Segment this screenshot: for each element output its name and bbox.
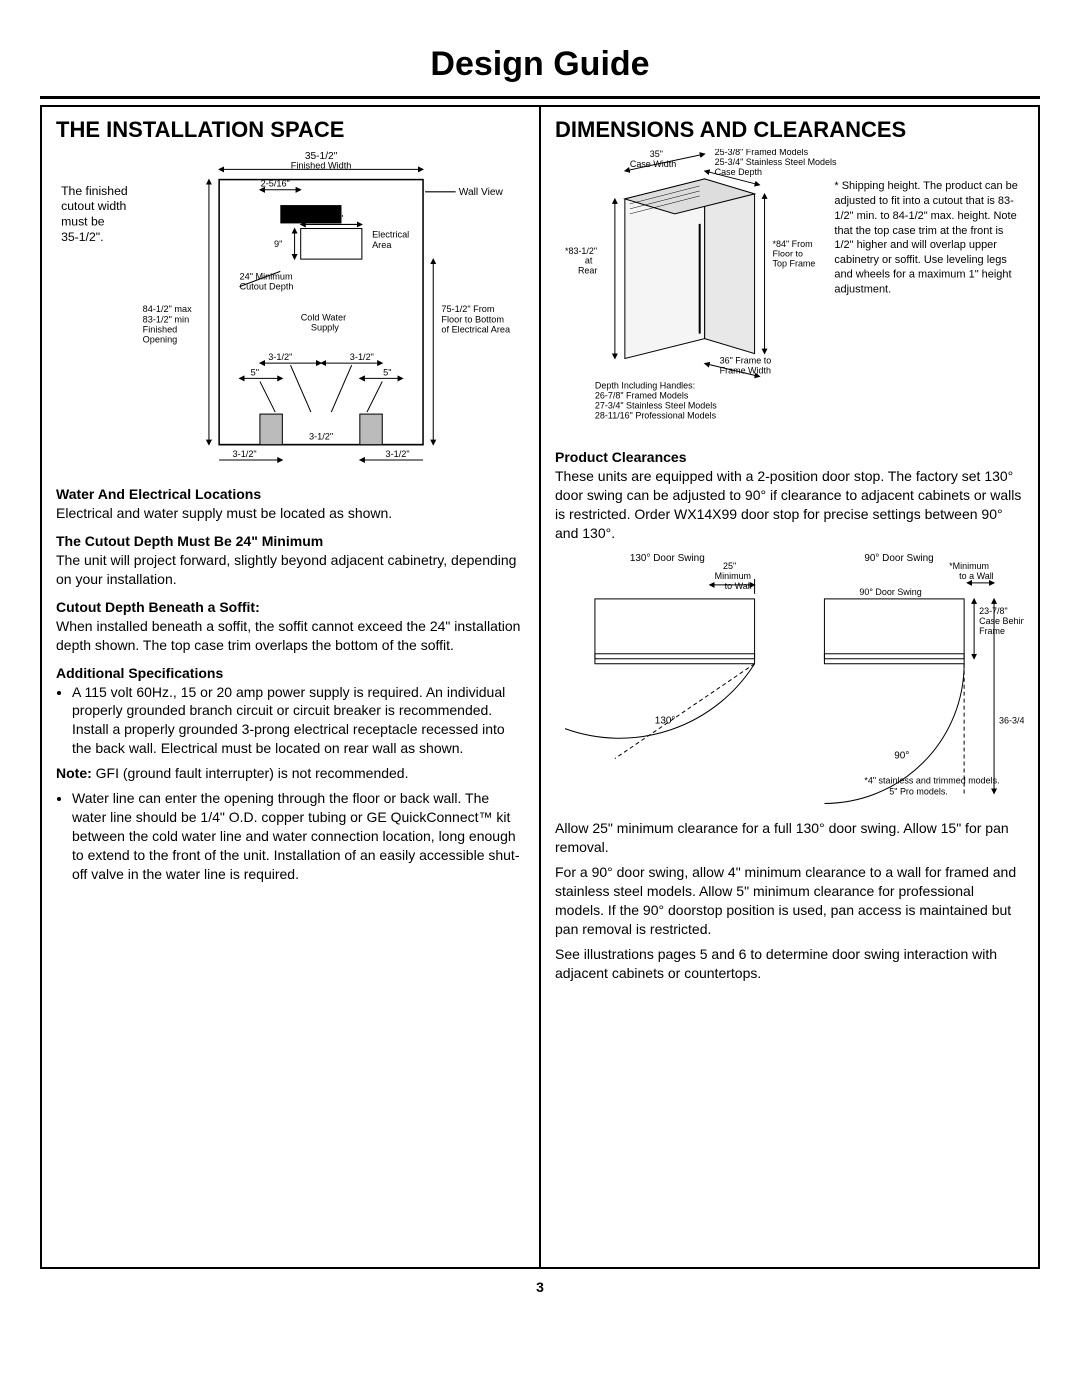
left-bullet-0: A 115 volt 60Hz., 15 or 20 amp power sup… bbox=[72, 683, 525, 759]
installation-diagram: 35-1/2" Finished Width Electrical Area 5… bbox=[56, 149, 525, 465]
left-body-1: The unit will project forward, slightly … bbox=[56, 551, 525, 589]
page: Design Guide THE INSTALLATION SPACE bbox=[0, 0, 1080, 1397]
svg-text:5": 5" bbox=[383, 367, 391, 377]
note-body: GFI (ground fault interrupter) is not re… bbox=[92, 765, 409, 781]
svg-text:27-3/4" Stainless Steel Models: 27-3/4" Stainless Steel Models bbox=[595, 400, 717, 410]
left-bullets-1: A 115 volt 60Hz., 15 or 20 amp power sup… bbox=[56, 683, 525, 759]
svg-text:23-7/8": 23-7/8" bbox=[979, 606, 1008, 616]
svg-text:2-5/16": 2-5/16" bbox=[261, 179, 290, 189]
svg-text:35-1/2".: 35-1/2". bbox=[61, 230, 103, 244]
left-sub-2: Cutout Depth Beneath a Soffit: bbox=[56, 599, 525, 615]
shipping-note: * Shipping height. The product can be ad… bbox=[834, 179, 1019, 297]
note-label: Note: bbox=[56, 765, 92, 781]
svg-text:*83-1/2": *83-1/2" bbox=[565, 246, 597, 256]
svg-text:Floor to Bottom: Floor to Bottom bbox=[441, 314, 504, 324]
svg-text:Rear: Rear bbox=[578, 266, 597, 276]
svg-text:130° Door Swing: 130° Door Swing bbox=[630, 553, 705, 564]
svg-text:Floor to: Floor to bbox=[773, 249, 803, 259]
right-para-1: For a 90° door swing, allow 4" minimum c… bbox=[555, 863, 1024, 939]
left-body-2: When installed beneath a soffit, the sof… bbox=[56, 617, 525, 655]
svg-text:to Wall: to Wall bbox=[725, 581, 752, 591]
svg-text:to a Wall: to a Wall bbox=[959, 571, 994, 581]
left-bullets-2: Water line can enter the opening through… bbox=[56, 789, 525, 883]
svg-text:25-3/8" Framed Models: 25-3/8" Framed Models bbox=[715, 149, 809, 157]
svg-text:Area: Area bbox=[372, 240, 392, 250]
svg-text:90°: 90° bbox=[894, 750, 909, 761]
svg-text:36-3/4": 36-3/4" bbox=[999, 716, 1024, 726]
right-para-0: Allow 25" minimum clearance for a full 1… bbox=[555, 819, 1024, 857]
svg-text:Top Frame: Top Frame bbox=[773, 259, 816, 269]
svg-text:5": 5" bbox=[251, 367, 259, 377]
svg-text:Frame Width: Frame Width bbox=[720, 366, 771, 376]
svg-text:3-1/2": 3-1/2" bbox=[350, 352, 374, 362]
svg-text:at: at bbox=[585, 256, 593, 266]
svg-text:90° Door Swing: 90° Door Swing bbox=[859, 587, 921, 597]
page-title: Design Guide bbox=[40, 45, 1040, 84]
left-body-0: Electrical and water supply must be loca… bbox=[56, 504, 525, 523]
svg-text:Supply: Supply bbox=[311, 322, 339, 332]
left-sub-0: Water And Electrical Locations bbox=[56, 486, 525, 502]
col-right: DIMENSIONS AND CLEARANCES 35 bbox=[541, 107, 1038, 1267]
left-bullet-1: Water line can enter the opening through… bbox=[72, 789, 525, 883]
col-left: THE INSTALLATION SPACE 35-1/2" Finished … bbox=[42, 107, 541, 1267]
svg-text:3-1/2": 3-1/2" bbox=[385, 449, 409, 459]
svg-text:cutout width: cutout width bbox=[61, 199, 126, 213]
svg-text:35": 35" bbox=[650, 149, 663, 159]
svg-text:Depth Including Handles:: Depth Including Handles: bbox=[595, 380, 695, 390]
svg-text:36" Frame to: 36" Frame to bbox=[720, 356, 772, 366]
svg-text:*Minimum: *Minimum bbox=[949, 561, 989, 571]
svg-text:Cold Water: Cold Water bbox=[301, 312, 346, 322]
svg-text:130°: 130° bbox=[655, 716, 676, 727]
svg-text:5" Pro models.: 5" Pro models. bbox=[889, 786, 948, 796]
svg-text:3-1/2": 3-1/2" bbox=[233, 449, 257, 459]
svg-text:84-1/2" max: 84-1/2" max bbox=[143, 304, 192, 314]
svg-text:Case Depth: Case Depth bbox=[715, 167, 762, 177]
dimensions-diagram: 35" Case Width 25-3/8" Framed Models 25-… bbox=[555, 149, 1024, 428]
svg-text:Case Width: Case Width bbox=[630, 159, 676, 169]
rule-top bbox=[40, 96, 1040, 99]
svg-text:of Electrical Area: of Electrical Area bbox=[441, 325, 511, 335]
svg-text:Case Behind: Case Behind bbox=[979, 616, 1024, 626]
svg-text:*84" From: *84" From bbox=[773, 239, 813, 249]
svg-text:Cutout Depth: Cutout Depth bbox=[240, 282, 294, 292]
svg-text:26-7/8" Framed Models: 26-7/8" Framed Models bbox=[595, 390, 689, 400]
svg-text:Electrical: Electrical bbox=[372, 230, 409, 240]
svg-text:Frame: Frame bbox=[979, 626, 1005, 636]
left-heading: THE INSTALLATION SPACE bbox=[56, 117, 525, 143]
left-sub-1: The Cutout Depth Must Be 24" Minimum bbox=[56, 533, 525, 549]
columns: THE INSTALLATION SPACE 35-1/2" Finished … bbox=[40, 105, 1040, 1269]
svg-text:3-1/2": 3-1/2" bbox=[268, 352, 292, 362]
svg-text:3-1/2": 3-1/2" bbox=[309, 432, 333, 442]
svg-text:*4" stainless and trimmed mode: *4" stainless and trimmed models. bbox=[864, 775, 999, 785]
right-heading: DIMENSIONS AND CLEARANCES bbox=[555, 117, 1024, 143]
svg-text:Minimum: Minimum bbox=[715, 571, 751, 581]
clearances-head: Product Clearances bbox=[555, 449, 1024, 465]
svg-text:90° Door Swing: 90° Door Swing bbox=[864, 553, 933, 564]
left-additional-head: Additional Specifications bbox=[56, 665, 525, 681]
clearances-body: These units are equipped with a 2-positi… bbox=[555, 467, 1024, 543]
svg-text:75-1/2" From: 75-1/2" From bbox=[441, 304, 494, 314]
svg-text:must be: must be bbox=[61, 214, 105, 228]
svg-text:The finished: The finished bbox=[61, 184, 128, 198]
door-swing-diagram: 130° Door Swing 130° 25" Minimum to Wall… bbox=[555, 549, 1024, 808]
left-note: Note: GFI (ground fault interrupter) is … bbox=[56, 764, 525, 783]
svg-text:Finished Width: Finished Width bbox=[291, 160, 352, 170]
svg-text:Finished: Finished bbox=[143, 325, 178, 335]
svg-text:5-1/2": 5-1/2" bbox=[319, 213, 343, 223]
svg-text:83-1/2" min: 83-1/2" min bbox=[143, 314, 190, 324]
svg-text:25-3/4" Stainless Steel Models: 25-3/4" Stainless Steel Models bbox=[715, 157, 837, 167]
page-number: 3 bbox=[40, 1279, 1040, 1295]
svg-text:24" Minimum: 24" Minimum bbox=[240, 272, 293, 282]
svg-text:Opening: Opening bbox=[143, 335, 178, 345]
svg-text:28-11/16" Professional Models: 28-11/16" Professional Models bbox=[595, 410, 717, 420]
svg-text:9": 9" bbox=[274, 239, 282, 249]
right-para-2: See illustrations pages 5 and 6 to deter… bbox=[555, 945, 1024, 983]
svg-text:25": 25" bbox=[723, 561, 736, 571]
svg-text:Wall View: Wall View bbox=[459, 187, 504, 198]
